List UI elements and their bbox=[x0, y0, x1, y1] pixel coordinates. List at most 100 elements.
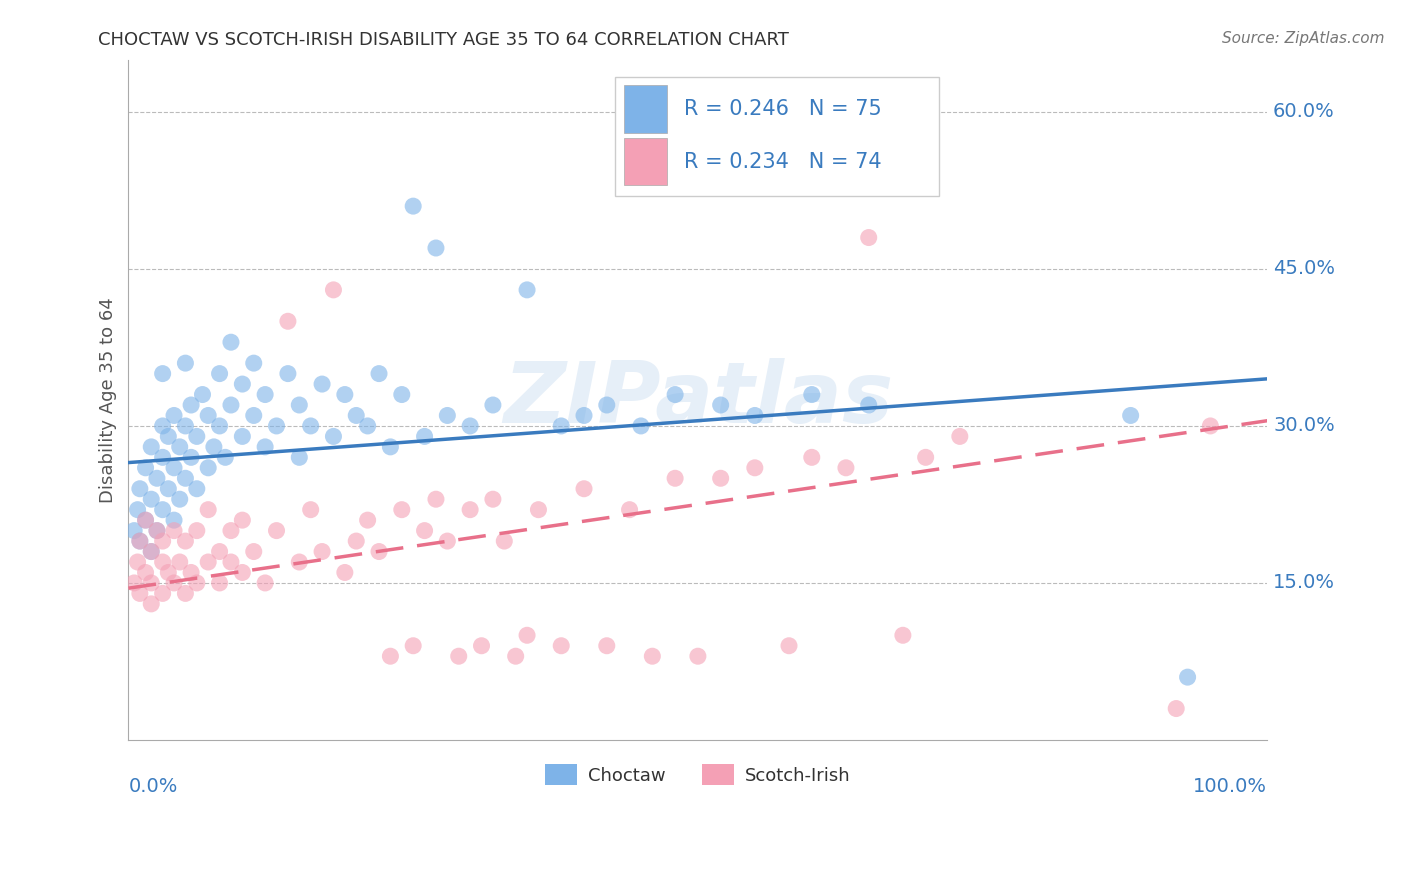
Point bbox=[242, 409, 264, 423]
Point bbox=[630, 419, 652, 434]
Point bbox=[710, 471, 733, 485]
Point bbox=[197, 502, 219, 516]
Point bbox=[482, 398, 505, 412]
Point bbox=[458, 502, 481, 516]
Point bbox=[191, 387, 214, 401]
Point bbox=[596, 639, 619, 653]
Point bbox=[572, 482, 595, 496]
Point bbox=[458, 419, 481, 434]
Point bbox=[596, 398, 619, 412]
Point bbox=[128, 586, 150, 600]
Point bbox=[169, 555, 191, 569]
Point bbox=[277, 367, 299, 381]
Point bbox=[186, 576, 208, 591]
Point bbox=[141, 597, 163, 611]
Point bbox=[344, 534, 367, 549]
FancyBboxPatch shape bbox=[624, 138, 666, 186]
Point bbox=[174, 356, 197, 370]
Point bbox=[356, 419, 378, 434]
Point bbox=[710, 398, 733, 412]
Text: R = 0.234   N = 74: R = 0.234 N = 74 bbox=[685, 152, 882, 171]
FancyBboxPatch shape bbox=[624, 86, 666, 133]
Point bbox=[122, 576, 145, 591]
Point bbox=[208, 544, 231, 558]
Legend: Choctaw, Scotch-Irish: Choctaw, Scotch-Irish bbox=[537, 756, 858, 792]
Text: CHOCTAW VS SCOTCH-IRISH DISABILITY AGE 35 TO 64 CORRELATION CHART: CHOCTAW VS SCOTCH-IRISH DISABILITY AGE 3… bbox=[98, 31, 789, 49]
Point bbox=[288, 555, 311, 569]
Point bbox=[231, 429, 253, 443]
Point bbox=[219, 335, 242, 350]
Point bbox=[641, 649, 664, 664]
Point bbox=[242, 356, 264, 370]
Point bbox=[135, 566, 157, 580]
Point bbox=[128, 482, 150, 496]
Point bbox=[186, 429, 208, 443]
Point bbox=[254, 576, 277, 591]
Point bbox=[322, 283, 344, 297]
Point bbox=[858, 230, 880, 244]
Point bbox=[391, 502, 413, 516]
Point bbox=[949, 429, 972, 443]
Point bbox=[141, 492, 163, 507]
Point bbox=[197, 409, 219, 423]
Text: 30.0%: 30.0% bbox=[1272, 417, 1334, 435]
Point bbox=[778, 639, 800, 653]
Point bbox=[835, 460, 858, 475]
Point bbox=[146, 524, 169, 538]
Point bbox=[128, 534, 150, 549]
Point bbox=[402, 639, 425, 653]
Point bbox=[231, 566, 253, 580]
Point bbox=[127, 555, 149, 569]
Point bbox=[254, 387, 277, 401]
Point bbox=[180, 398, 202, 412]
Point bbox=[402, 199, 425, 213]
Point bbox=[163, 524, 186, 538]
Point bbox=[152, 450, 174, 465]
Point bbox=[619, 502, 641, 516]
Point bbox=[152, 586, 174, 600]
Point bbox=[152, 502, 174, 516]
Point bbox=[891, 628, 914, 642]
Point bbox=[344, 409, 367, 423]
Point bbox=[470, 639, 492, 653]
Point bbox=[163, 576, 186, 591]
Point bbox=[174, 586, 197, 600]
Point bbox=[800, 450, 823, 465]
Point bbox=[157, 566, 180, 580]
Point bbox=[447, 649, 470, 664]
Point bbox=[186, 524, 208, 538]
Point bbox=[208, 367, 231, 381]
Point bbox=[505, 649, 527, 664]
Point bbox=[311, 544, 333, 558]
Point bbox=[180, 566, 202, 580]
Text: 60.0%: 60.0% bbox=[1272, 103, 1334, 121]
Point bbox=[914, 450, 936, 465]
Point bbox=[425, 492, 447, 507]
Point bbox=[180, 450, 202, 465]
Point bbox=[219, 524, 242, 538]
Point bbox=[516, 628, 538, 642]
Point bbox=[141, 440, 163, 454]
Point bbox=[141, 544, 163, 558]
Point bbox=[157, 429, 180, 443]
Point bbox=[1119, 409, 1142, 423]
Point bbox=[311, 377, 333, 392]
Point bbox=[1166, 701, 1188, 715]
Point bbox=[152, 555, 174, 569]
Point bbox=[208, 576, 231, 591]
Point bbox=[152, 419, 174, 434]
Text: 0.0%: 0.0% bbox=[128, 777, 177, 797]
Point bbox=[157, 482, 180, 496]
Point bbox=[425, 241, 447, 255]
Point bbox=[664, 471, 686, 485]
Point bbox=[572, 409, 595, 423]
Point bbox=[146, 471, 169, 485]
Point bbox=[288, 450, 311, 465]
Point bbox=[436, 409, 458, 423]
Y-axis label: Disability Age 35 to 64: Disability Age 35 to 64 bbox=[100, 297, 117, 503]
Point bbox=[197, 460, 219, 475]
Point bbox=[744, 409, 766, 423]
Point bbox=[141, 576, 163, 591]
Point bbox=[219, 398, 242, 412]
Point bbox=[368, 367, 391, 381]
